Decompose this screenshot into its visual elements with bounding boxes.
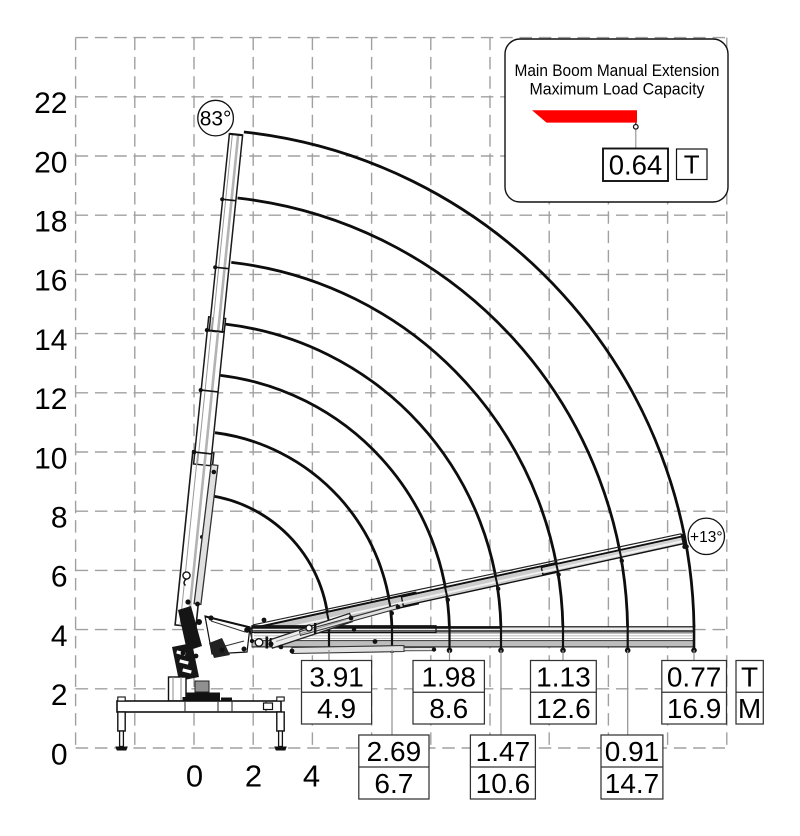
svg-text:0: 0: [186, 759, 203, 794]
svg-text:0.64: 0.64: [609, 150, 663, 181]
svg-text:12.6: 12.6: [536, 693, 591, 724]
svg-text:6.7: 6.7: [374, 768, 413, 799]
svg-text:8.6: 8.6: [429, 693, 468, 724]
svg-text:18: 18: [34, 206, 67, 239]
svg-text:0.91: 0.91: [605, 736, 660, 767]
svg-text:M: M: [738, 693, 761, 724]
svg-text:Maximum Load Capacity: Maximum Load Capacity: [530, 81, 706, 99]
svg-text:10: 10: [34, 442, 67, 475]
svg-text:2: 2: [51, 679, 68, 712]
svg-text:16.9: 16.9: [667, 693, 722, 724]
svg-text:1.47: 1.47: [476, 736, 531, 767]
svg-text:2: 2: [245, 759, 262, 794]
svg-text:16: 16: [34, 265, 67, 298]
svg-text:20: 20: [34, 146, 67, 179]
svg-text:8: 8: [51, 502, 68, 535]
svg-text:T: T: [684, 150, 700, 180]
svg-text:2.69: 2.69: [367, 736, 422, 767]
svg-text:14: 14: [34, 324, 67, 357]
svg-text:14.7: 14.7: [605, 768, 660, 799]
svg-text:1.13: 1.13: [536, 661, 591, 692]
svg-text:6: 6: [51, 561, 68, 594]
svg-text:12: 12: [34, 383, 67, 416]
svg-text:Main Boom Manual Extension: Main Boom Manual Extension: [515, 62, 720, 80]
svg-text:3.91: 3.91: [309, 661, 364, 692]
svg-text:0.77: 0.77: [667, 661, 722, 692]
svg-text:+13°: +13°: [690, 529, 723, 546]
svg-text:4: 4: [51, 620, 68, 653]
svg-text:0: 0: [51, 738, 68, 771]
svg-text:4.9: 4.9: [317, 693, 356, 724]
svg-text:83°: 83°: [200, 108, 232, 131]
svg-text:22: 22: [34, 87, 67, 120]
svg-text:10.6: 10.6: [476, 768, 531, 799]
svg-text:1.98: 1.98: [421, 661, 476, 692]
svg-text:4: 4: [303, 759, 320, 794]
svg-text:T: T: [741, 661, 758, 692]
